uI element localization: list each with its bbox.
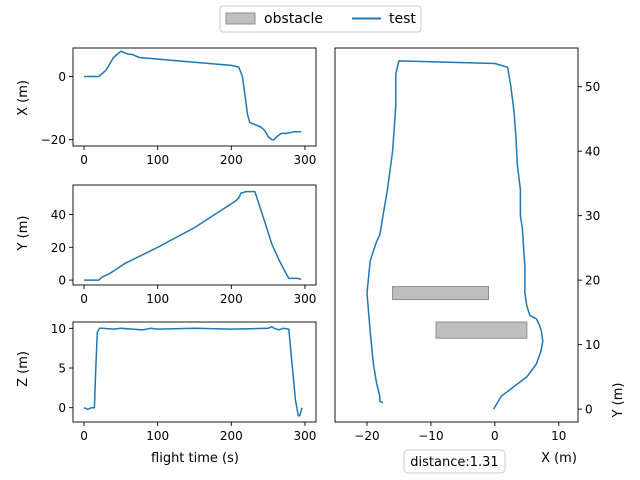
y-tick-label: 30 [585,209,600,223]
y-tick-label: 20 [51,241,66,255]
y-tick-label: 40 [51,208,66,222]
legend: obstacle test [219,5,422,33]
y-tick-label: 0 [58,70,66,84]
x-vs-time-series-line [84,50,302,141]
trajectory-frame [334,47,579,423]
trajectory-series-line [366,60,544,410]
x-tick-label: 0 [80,153,88,167]
z-vs-time-series-line [83,326,303,417]
legend-obstacle-label: obstacle [264,11,323,27]
y-vs-time-panel: 0 100 200 300 0 20 40 [51,184,317,306]
y-tick-label: 40 [585,145,600,159]
z-vs-time-ylabel: Z (m) [16,351,31,387]
y-vs-time-frame [72,184,317,286]
x-tick-label: 100 [146,153,169,167]
trajectory-panel: −20 −10 0 10 0 10 20 30 40 50 [334,47,600,443]
x-tick-label: 200 [220,292,243,306]
x-tick-label: 0 [80,429,88,443]
x-tick-label: 100 [146,292,169,306]
y-tick-label: 5 [58,362,66,376]
trajectory-ylabel: Y (m) [611,383,626,419]
y-tick-label: 0 [58,274,66,288]
y-tick-label: 0 [58,401,66,415]
y-tick-label: 50 [585,80,600,94]
z-vs-time-xlabel: flight time (s) [151,451,239,466]
y-vs-time-ylabel: Y (m) [16,216,31,252]
x-tick-label: 10 [551,429,566,443]
y-tick-label: 10 [51,322,66,336]
x-vs-time-panel: 0 100 200 300 −20 0 [41,47,317,167]
x-tick-label: −20 [354,429,379,443]
y-tick-label: 10 [585,338,600,352]
x-tick-label: 0 [491,429,499,443]
legend-frame [219,5,422,33]
x-tick-label: 200 [220,153,243,167]
x-tick-label: 300 [294,429,317,443]
x-tick-label: 100 [146,429,169,443]
obstacle-rect-1 [392,286,489,300]
x-tick-label: 300 [294,292,317,306]
x-vs-time-ylabel: X (m) [16,80,31,116]
x-vs-time-frame [72,47,317,147]
legend-obstacle-swatch [225,12,256,25]
x-tick-label: 0 [80,292,88,306]
trajectory-xlabel: X (m) [541,451,577,466]
x-tick-label: −10 [418,429,443,443]
x-tick-label: 200 [220,429,243,443]
y-tick-label: 0 [585,403,593,417]
z-vs-time-frame [72,321,317,423]
x-tick-label: 300 [294,153,317,167]
distance-annotation: distance:1.31 [403,449,506,474]
z-vs-time-panel: 0 100 200 300 0 5 10 [51,321,317,443]
legend-test-label: test [389,11,416,27]
distance-annotation-text: distance:1.31 [410,455,498,470]
y-tick-label: 20 [585,274,600,288]
y-tick-label: −20 [41,133,66,147]
obstacle-rect-2 [435,321,528,339]
distance-annotation-box [403,449,506,474]
y-vs-time-series-line [84,190,302,281]
